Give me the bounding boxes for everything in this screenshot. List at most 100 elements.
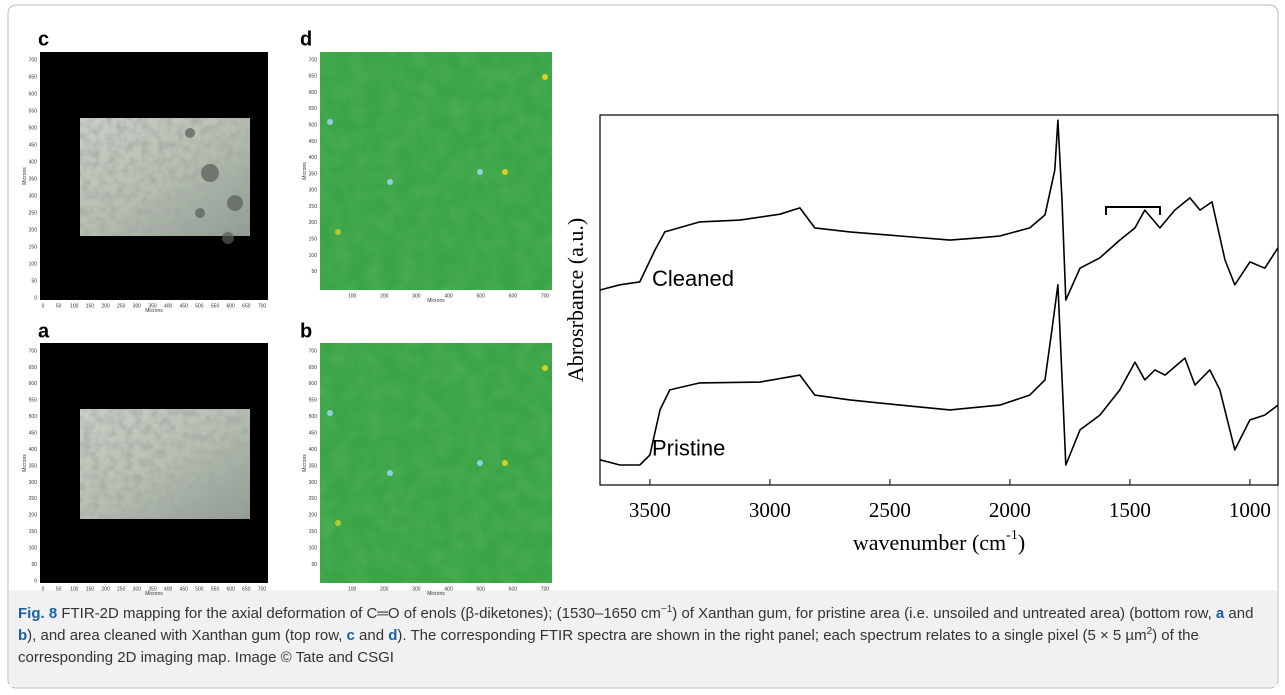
caption-text: ), and area cleaned with Xanthan gum (to…	[27, 627, 347, 644]
x-axis-label: Microns	[427, 591, 445, 597]
particle	[185, 128, 195, 138]
caption: Fig. 8 FTIR-2D mapping for the axial def…	[18, 603, 1268, 669]
y-tick-label: 200	[29, 227, 38, 233]
y-tick-label: 700	[29, 57, 38, 63]
x-tick-label: 700	[541, 586, 550, 592]
y-tick-label: 650	[29, 74, 38, 80]
panel-label: b	[300, 320, 312, 342]
y-tick-label: 300	[29, 480, 38, 486]
plot-frame	[599, 114, 1279, 486]
x-tick-label: 200	[380, 293, 389, 299]
particle	[227, 195, 243, 211]
y-tick-label: 350	[29, 176, 38, 182]
y-axis-label: Abrosrbance (a.u.)	[563, 218, 588, 382]
x-tick-label: 100	[70, 586, 79, 592]
x-tick-label: 1500	[1109, 498, 1151, 522]
y-tick-label: 100	[29, 261, 38, 267]
x-tick-label: 450	[180, 586, 189, 592]
x-tick-label: 50	[56, 303, 62, 309]
series-label: Pristine	[652, 436, 725, 461]
spectrum-line	[599, 119, 1279, 301]
y-tick-label: 0	[34, 295, 37, 301]
x-tick-label: 0	[42, 303, 45, 309]
image-texture	[80, 118, 250, 236]
bracket	[1105, 206, 1161, 215]
y-tick-label: 50	[311, 269, 317, 275]
x-tick-label: 700	[258, 303, 267, 309]
x-tick-label: 150	[86, 586, 95, 592]
x-axis-label-end: )	[1018, 530, 1025, 555]
x-tick-label: 350	[148, 303, 157, 309]
x-tick-label: 500	[477, 586, 486, 592]
x-tick-label: 600	[227, 586, 236, 592]
x-tick-label: 350	[148, 586, 157, 592]
caption-text: ). The corresponding FTIR spectra are sh…	[397, 627, 1147, 644]
y-tick-label: 450	[309, 430, 318, 436]
x-tick-label: 500	[195, 303, 204, 309]
x-tick-label: 200	[380, 586, 389, 592]
y-tick-label: 200	[29, 513, 38, 519]
y-tick-label: 350	[29, 463, 38, 469]
y-tick-label: 400	[29, 159, 38, 165]
y-tick-label: 400	[309, 447, 318, 453]
panel-label: a	[38, 320, 50, 342]
spot	[335, 229, 341, 235]
x-tick-label: 500	[195, 586, 204, 592]
y-tick-label: 300	[309, 480, 318, 486]
y-tick-label: 550	[309, 106, 318, 112]
x-tick-label: 200	[101, 586, 110, 592]
y-tick-label: 650	[309, 365, 318, 371]
x-tick-label: 400	[444, 293, 453, 299]
spot	[542, 365, 548, 371]
x-axis-label: Microns	[145, 308, 163, 314]
x-tick-label: 600	[227, 303, 236, 309]
x-tick-label: 100	[70, 303, 79, 309]
y-tick-label: 50	[311, 562, 317, 568]
spot	[335, 520, 341, 526]
y-tick-label: 600	[309, 90, 318, 96]
x-tick-label: 700	[258, 586, 267, 592]
y-tick-label: 100	[309, 253, 318, 259]
caption-bold: a	[1215, 605, 1225, 622]
y-tick-label: 50	[31, 562, 37, 568]
x-tick-label: 650	[242, 586, 251, 592]
y-tick-label: 300	[309, 188, 318, 194]
x-tick-label: 400	[164, 586, 173, 592]
image-texture	[80, 409, 250, 519]
particle	[195, 208, 205, 218]
spot	[477, 169, 483, 175]
spot	[387, 179, 393, 185]
y-tick-label: 600	[309, 381, 318, 387]
x-tick-label: 700	[541, 293, 550, 299]
x-tick-label: 3000	[749, 498, 791, 522]
caption-text: FTIR-2D mapping for the axial deformatio…	[57, 605, 661, 622]
y-tick-label: 300	[29, 193, 38, 199]
caption-text: and	[354, 627, 389, 644]
y-tick-label: 350	[309, 171, 318, 177]
y-tick-label: 100	[29, 545, 38, 551]
x-tick-label: 100	[348, 586, 357, 592]
map-texture	[320, 52, 552, 290]
y-tick-label: 100	[309, 545, 318, 551]
y-tick-label: 50	[31, 278, 37, 284]
spot	[477, 460, 483, 466]
spot	[387, 470, 393, 476]
caption-sup: 2	[1146, 626, 1153, 637]
x-axis-label-text: wavenumber (cm	[853, 530, 1006, 555]
x-tick-label: 500	[477, 293, 486, 299]
particle	[201, 164, 219, 182]
y-tick-label: 400	[29, 447, 38, 453]
x-tick-label: 250	[117, 303, 126, 309]
panel-label: d	[300, 28, 312, 50]
x-axis-label: Microns	[145, 591, 163, 597]
y-tick-label: 250	[309, 204, 318, 210]
caption-bold: c	[346, 627, 355, 644]
x-tick-label: 300	[412, 293, 421, 299]
spot	[327, 410, 333, 416]
y-tick-label: 700	[309, 348, 318, 354]
spectrum-line	[599, 284, 1279, 466]
y-tick-label: 650	[29, 365, 38, 371]
y-tick-label: 500	[309, 414, 318, 420]
y-tick-label: 450	[309, 139, 318, 145]
spot	[502, 460, 508, 466]
